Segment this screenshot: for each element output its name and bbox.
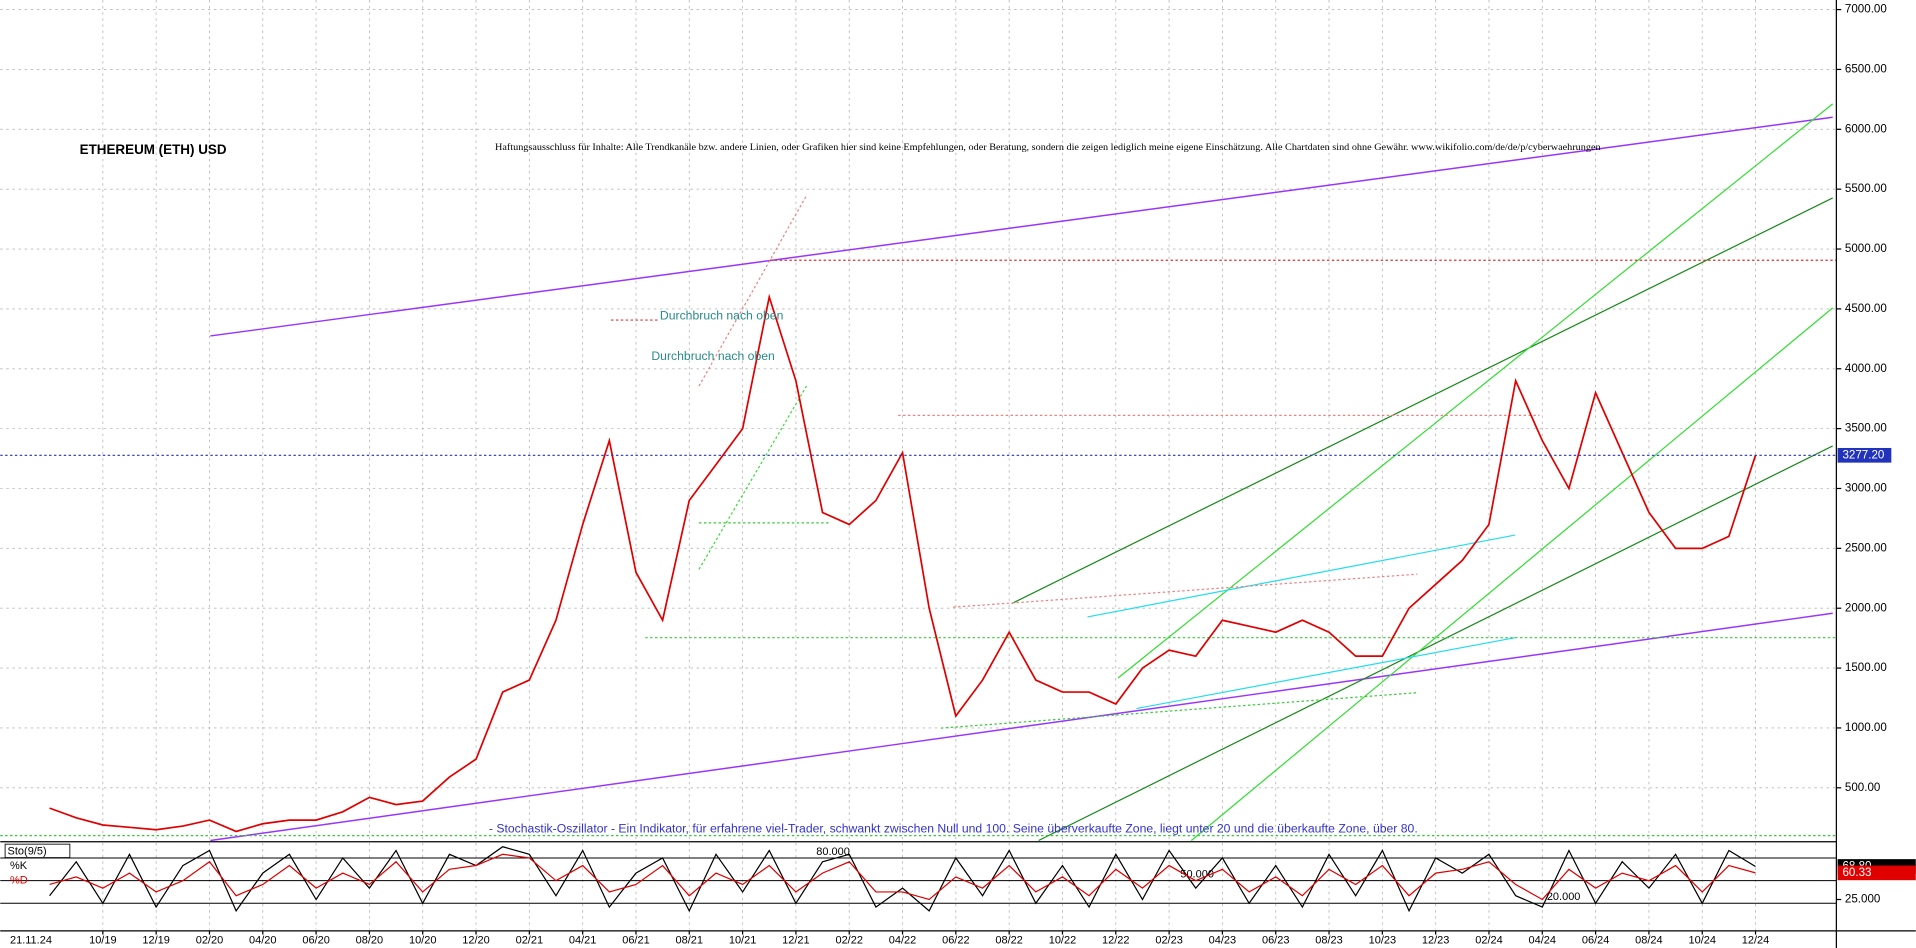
legend-entry: %K: [10, 860, 28, 872]
axis-background: [1836, 0, 1916, 948]
annotation: Durchbruch nach oben: [651, 349, 774, 363]
trend-line: [1038, 445, 1833, 842]
last-value-box: [1837, 865, 1916, 881]
annotation: Durchbruch nach oben: [660, 309, 783, 323]
date-stamp: 21.11.24: [10, 935, 52, 947]
x-tick-label: 12/22: [1102, 935, 1130, 947]
chart-title: ETHEREUM (ETH) USD: [80, 142, 227, 157]
trend-line: [698, 385, 808, 570]
y-tick-label: 4000.00: [1845, 362, 1887, 375]
x-tick-label: 02/21: [516, 935, 544, 947]
y-tick-label: 2000.00: [1845, 601, 1887, 614]
trend-line: [1011, 197, 1833, 605]
y-tick-label: 5500.00: [1845, 182, 1887, 195]
y-tick-label: 25.000: [1845, 893, 1880, 906]
trend-line: [1136, 637, 1516, 710]
x-tick-label: 08/23: [1315, 935, 1342, 947]
x-tick-label: 10/23: [1369, 935, 1397, 947]
x-tick-label: 08/24: [1635, 935, 1663, 947]
x-tick-label: 06/21: [622, 935, 650, 947]
price-box: [1837, 447, 1892, 463]
plot: 80.000 50.000 20.000: [0, 293, 1837, 913]
x-tick-label: 06/24: [1582, 935, 1609, 947]
y-tick-label: 3000.00: [1845, 482, 1887, 495]
x-tick-label: 06/22: [942, 935, 970, 947]
x-tick-label: 12/19: [142, 935, 170, 947]
x-tick-label: 04/21: [569, 935, 597, 947]
y-tick-label: 6500.00: [1845, 63, 1887, 76]
x-tick-label: 12/21: [782, 935, 810, 947]
x-tick-label: 04/20: [249, 935, 276, 947]
y-tick-label: 500.00: [1845, 781, 1880, 794]
x-tick-label: 12/24: [1742, 935, 1769, 947]
y-tick-label: 6000.00: [1845, 122, 1887, 135]
x-tick-label: 06/20: [302, 935, 330, 947]
x-tick-label: 10/22: [1049, 935, 1077, 947]
trend-line: [1087, 534, 1516, 618]
x-tick-label: 04/22: [889, 935, 917, 947]
trend-line: [1190, 307, 1834, 841]
x-tick-label: 02/24: [1475, 935, 1502, 947]
x-tick-label: 12/23: [1422, 935, 1449, 947]
last-value-label: 60.33: [1842, 866, 1871, 879]
x-tick-label: 10/21: [729, 935, 757, 947]
x-tick-label: 06/23: [1262, 935, 1290, 947]
y-tick-label: 4500.00: [1845, 302, 1887, 315]
grid: [0, 0, 1837, 930]
indicator-box: [4, 843, 71, 859]
trend-channel-lower: [210, 612, 1833, 842]
series-line: [49, 293, 1757, 833]
indicator-title: Sto(9/5): [8, 845, 47, 857]
disclaimer: Haftungsausschluss für Inhalte: Alle Tre…: [495, 142, 1601, 153]
trend-line: [1117, 103, 1834, 679]
labels: ETHEREUM (ETH) USD Haftungsausschluss fü…: [4, 142, 1601, 947]
price-label: 3277.20: [1842, 448, 1884, 461]
trend-channel-upper: [210, 116, 1833, 337]
x-tick-label: 08/21: [676, 935, 704, 947]
x-tick-label: 02/22: [835, 935, 863, 947]
y-tick-label: 3500.00: [1845, 422, 1887, 435]
x-tick-label: 10/24: [1688, 935, 1715, 947]
series-line: [49, 853, 1756, 901]
y-tick-label: 1500.00: [1845, 661, 1887, 674]
x-tick-label: 08/20: [356, 935, 384, 947]
y-tick-label: 2500.00: [1845, 541, 1887, 554]
resistance-line: [953, 573, 1418, 608]
x-tick-label: 02/23: [1155, 935, 1183, 947]
y-tick-label: 7000.00: [1845, 3, 1887, 16]
x-tick-label: 04/23: [1209, 935, 1237, 947]
y-tick-label: 5000.00: [1845, 242, 1887, 255]
x-tick-label: 10/19: [89, 935, 117, 947]
x-tick-label: 04/24: [1529, 935, 1557, 947]
support-line: [940, 692, 1418, 729]
x-tick-label: 12/20: [462, 935, 490, 947]
description: - Stochastik-Oszillator - Ein Indikator,…: [489, 822, 1418, 836]
legend-entry: %D: [10, 875, 28, 887]
x-tick-label: 08/22: [995, 935, 1023, 947]
x-tick-label: 10/20: [409, 935, 437, 947]
trend-line: [698, 195, 808, 387]
y-tick-label: 1000.00: [1845, 721, 1887, 734]
level-label: 20.000: [1547, 891, 1581, 903]
x-tick-label: 02/20: [196, 935, 224, 947]
trendlines: [0, 103, 1837, 842]
level-label: 50.000: [1180, 868, 1214, 880]
level-label: 80.000: [816, 846, 850, 858]
